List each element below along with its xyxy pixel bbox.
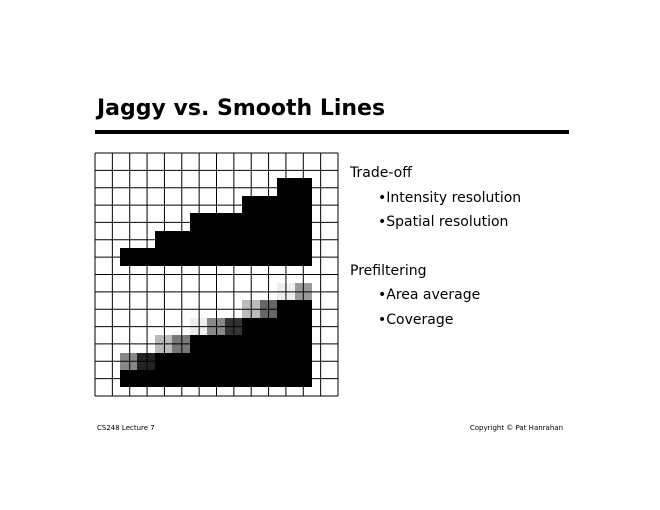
section-heading: Prefiltering (350, 263, 426, 279)
title-rule (95, 130, 569, 134)
footer-right: Copyright © Pat Hanrahan (470, 424, 563, 432)
grid-lines (94, 152, 339, 397)
pixel (242, 196, 312, 213)
pixel (277, 178, 312, 196)
slide-title: Jaggy vs. Smooth Lines (95, 96, 385, 121)
bullet-item: •Coverage (378, 312, 453, 328)
footer-left: CS248 Lecture 7 (97, 424, 155, 432)
bullet-item: •Intensity resolution (378, 190, 521, 206)
section-heading: Trade-off (349, 165, 412, 181)
bullet-item: •Area average (378, 287, 480, 303)
bullet-item: •Spatial resolution (378, 214, 508, 230)
